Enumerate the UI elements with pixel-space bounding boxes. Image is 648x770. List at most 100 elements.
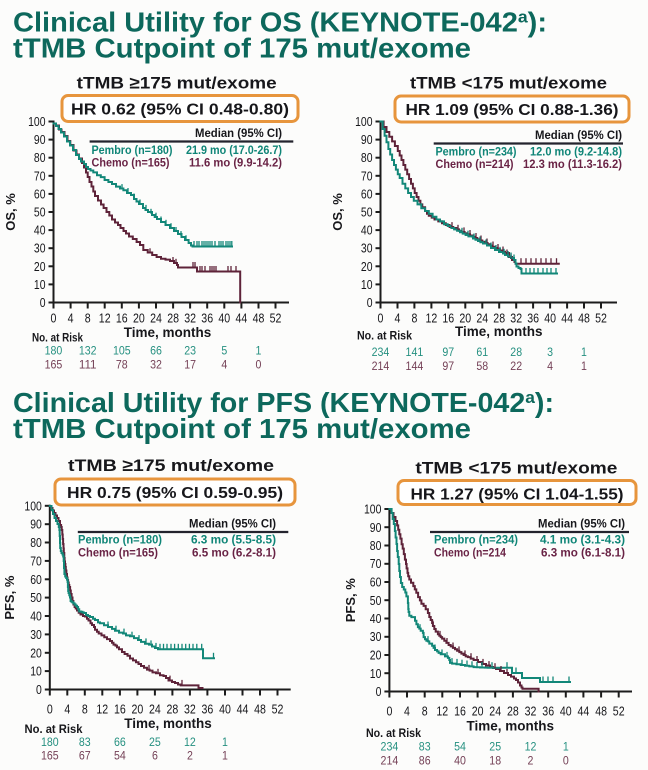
svg-text:12: 12	[99, 311, 111, 326]
svg-text:0: 0	[36, 682, 42, 697]
svg-text:tTMB Cutpoint of 175 mut/exome: tTMB Cutpoint of 175 mut/exome	[13, 413, 471, 444]
svg-text:4.1 mo (3.1-4.3): 4.1 mo (3.1-4.3)	[540, 532, 625, 546]
svg-text:48: 48	[254, 702, 266, 717]
svg-text:12: 12	[96, 702, 108, 717]
svg-text:70: 70	[30, 553, 42, 568]
svg-text:66: 66	[114, 735, 126, 749]
svg-text:40: 40	[454, 754, 466, 768]
svg-text:24: 24	[150, 311, 162, 326]
svg-text:20: 20	[133, 311, 145, 326]
svg-text:tTMB Cutpoint of 175 mut/exome: tTMB Cutpoint of 175 mut/exome	[13, 33, 471, 64]
svg-text:70: 70	[361, 168, 373, 183]
svg-text:0: 0	[563, 754, 569, 768]
svg-text:1: 1	[222, 749, 228, 763]
svg-text:23: 23	[184, 344, 196, 358]
svg-text:OS, %: OS, %	[330, 193, 345, 231]
svg-text:20: 20	[132, 702, 144, 717]
svg-text:Chemo (n=214: Chemo (n=214	[434, 545, 506, 559]
svg-text:12: 12	[436, 704, 448, 719]
svg-text:90: 90	[34, 132, 46, 147]
svg-text:78: 78	[116, 358, 128, 372]
svg-text:Chemo (n=165): Chemo (n=165)	[78, 545, 158, 559]
svg-text:50: 50	[30, 590, 42, 605]
svg-text:52: 52	[595, 311, 607, 326]
svg-text:17: 17	[184, 358, 196, 372]
svg-text:20: 20	[361, 259, 373, 274]
svg-text:No. at Risk: No. at Risk	[32, 333, 84, 345]
svg-text:97: 97	[442, 345, 454, 359]
svg-text:10: 10	[34, 277, 46, 292]
svg-text:8: 8	[411, 311, 417, 326]
svg-text:Median (95% CI): Median (95% CI)	[535, 128, 622, 142]
svg-text:4: 4	[221, 358, 227, 372]
svg-text:Pembro (n=234): Pembro (n=234)	[434, 532, 518, 546]
svg-text:16: 16	[114, 702, 126, 717]
svg-text:HR 1.27 (95% CI 1.04-1.55): HR 1.27 (95% CI 1.04-1.55)	[411, 487, 624, 504]
svg-text:214: 214	[372, 359, 390, 373]
svg-text:83: 83	[79, 735, 91, 749]
svg-text:Time, months: Time, months	[124, 716, 212, 731]
svg-text:6.3 mo (6.1-8.1): 6.3 mo (6.1-8.1)	[541, 545, 625, 559]
svg-text:80: 80	[30, 535, 42, 550]
svg-text:tTMB ≥175 mut/exome: tTMB ≥175 mut/exome	[68, 456, 274, 475]
svg-text:97: 97	[442, 359, 454, 373]
svg-text:40: 40	[34, 223, 46, 238]
svg-text:30: 30	[30, 627, 42, 642]
svg-text:28: 28	[167, 702, 179, 717]
svg-text:4: 4	[68, 311, 74, 326]
svg-text:21.9 mo (17.0-26.7): 21.9 mo (17.0-26.7)	[186, 143, 282, 157]
svg-text:0: 0	[51, 311, 57, 326]
svg-text:4: 4	[547, 359, 553, 373]
svg-text:28: 28	[167, 311, 179, 326]
svg-text:90: 90	[30, 517, 42, 532]
svg-text:28: 28	[510, 345, 522, 359]
svg-text:30: 30	[34, 241, 46, 256]
svg-text:48: 48	[578, 311, 590, 326]
svg-text:28: 28	[493, 311, 505, 326]
svg-text:Median (95% CI): Median (95% CI)	[195, 126, 282, 140]
svg-text:24: 24	[149, 702, 161, 717]
svg-text:111: 111	[79, 358, 97, 372]
svg-text:20: 20	[370, 648, 382, 663]
svg-text:16: 16	[442, 311, 454, 326]
svg-text:28: 28	[507, 704, 519, 719]
svg-text:40: 40	[30, 609, 42, 624]
svg-text:1: 1	[581, 345, 587, 359]
svg-text:80: 80	[34, 150, 46, 165]
svg-text:12: 12	[426, 311, 438, 326]
svg-text:OS, %: OS, %	[3, 193, 18, 231]
svg-text:0: 0	[47, 702, 53, 717]
svg-text:234: 234	[372, 345, 390, 359]
svg-text:10: 10	[30, 664, 42, 679]
svg-text:165: 165	[41, 749, 59, 763]
svg-text:54: 54	[454, 740, 466, 754]
svg-text:180: 180	[45, 344, 63, 358]
svg-text:36: 36	[201, 311, 213, 326]
svg-text:70: 70	[34, 168, 46, 183]
svg-text:16: 16	[116, 311, 128, 326]
svg-text:10: 10	[361, 277, 373, 292]
svg-text:80: 80	[370, 538, 382, 553]
svg-text:100: 100	[364, 502, 381, 517]
svg-text:0: 0	[378, 311, 384, 326]
svg-text:100: 100	[24, 498, 41, 513]
svg-text:32: 32	[184, 311, 196, 326]
svg-text:40: 40	[361, 223, 373, 238]
svg-text:20: 20	[459, 311, 471, 326]
svg-text:8: 8	[85, 311, 91, 326]
svg-text:HR 0.75 (95% CI 0.59-0.95): HR 0.75 (95% CI 0.59-0.95)	[67, 485, 283, 502]
svg-text:6.5 mo (6.2-8.1): 6.5 mo (6.2-8.1)	[192, 545, 276, 559]
svg-text:50: 50	[370, 593, 382, 608]
svg-text:52: 52	[270, 311, 282, 326]
svg-text:PFS, %: PFS, %	[2, 575, 17, 620]
svg-text:214: 214	[381, 754, 399, 768]
svg-text:90: 90	[370, 520, 382, 535]
svg-text:No. at Risk: No. at Risk	[366, 728, 422, 740]
svg-text:8: 8	[82, 702, 88, 717]
svg-text:20: 20	[30, 645, 42, 660]
svg-text:40: 40	[544, 311, 556, 326]
svg-text:Clinical Utility for OS (KEYNO: Clinical Utility for OS (KEYNOTE-042 a):	[13, 7, 547, 38]
svg-text:20: 20	[472, 704, 484, 719]
svg-text:Time, months: Time, months	[467, 719, 555, 734]
svg-text:12.3 mo (11.3-16.2): 12.3 mo (11.3-16.2)	[523, 157, 622, 171]
